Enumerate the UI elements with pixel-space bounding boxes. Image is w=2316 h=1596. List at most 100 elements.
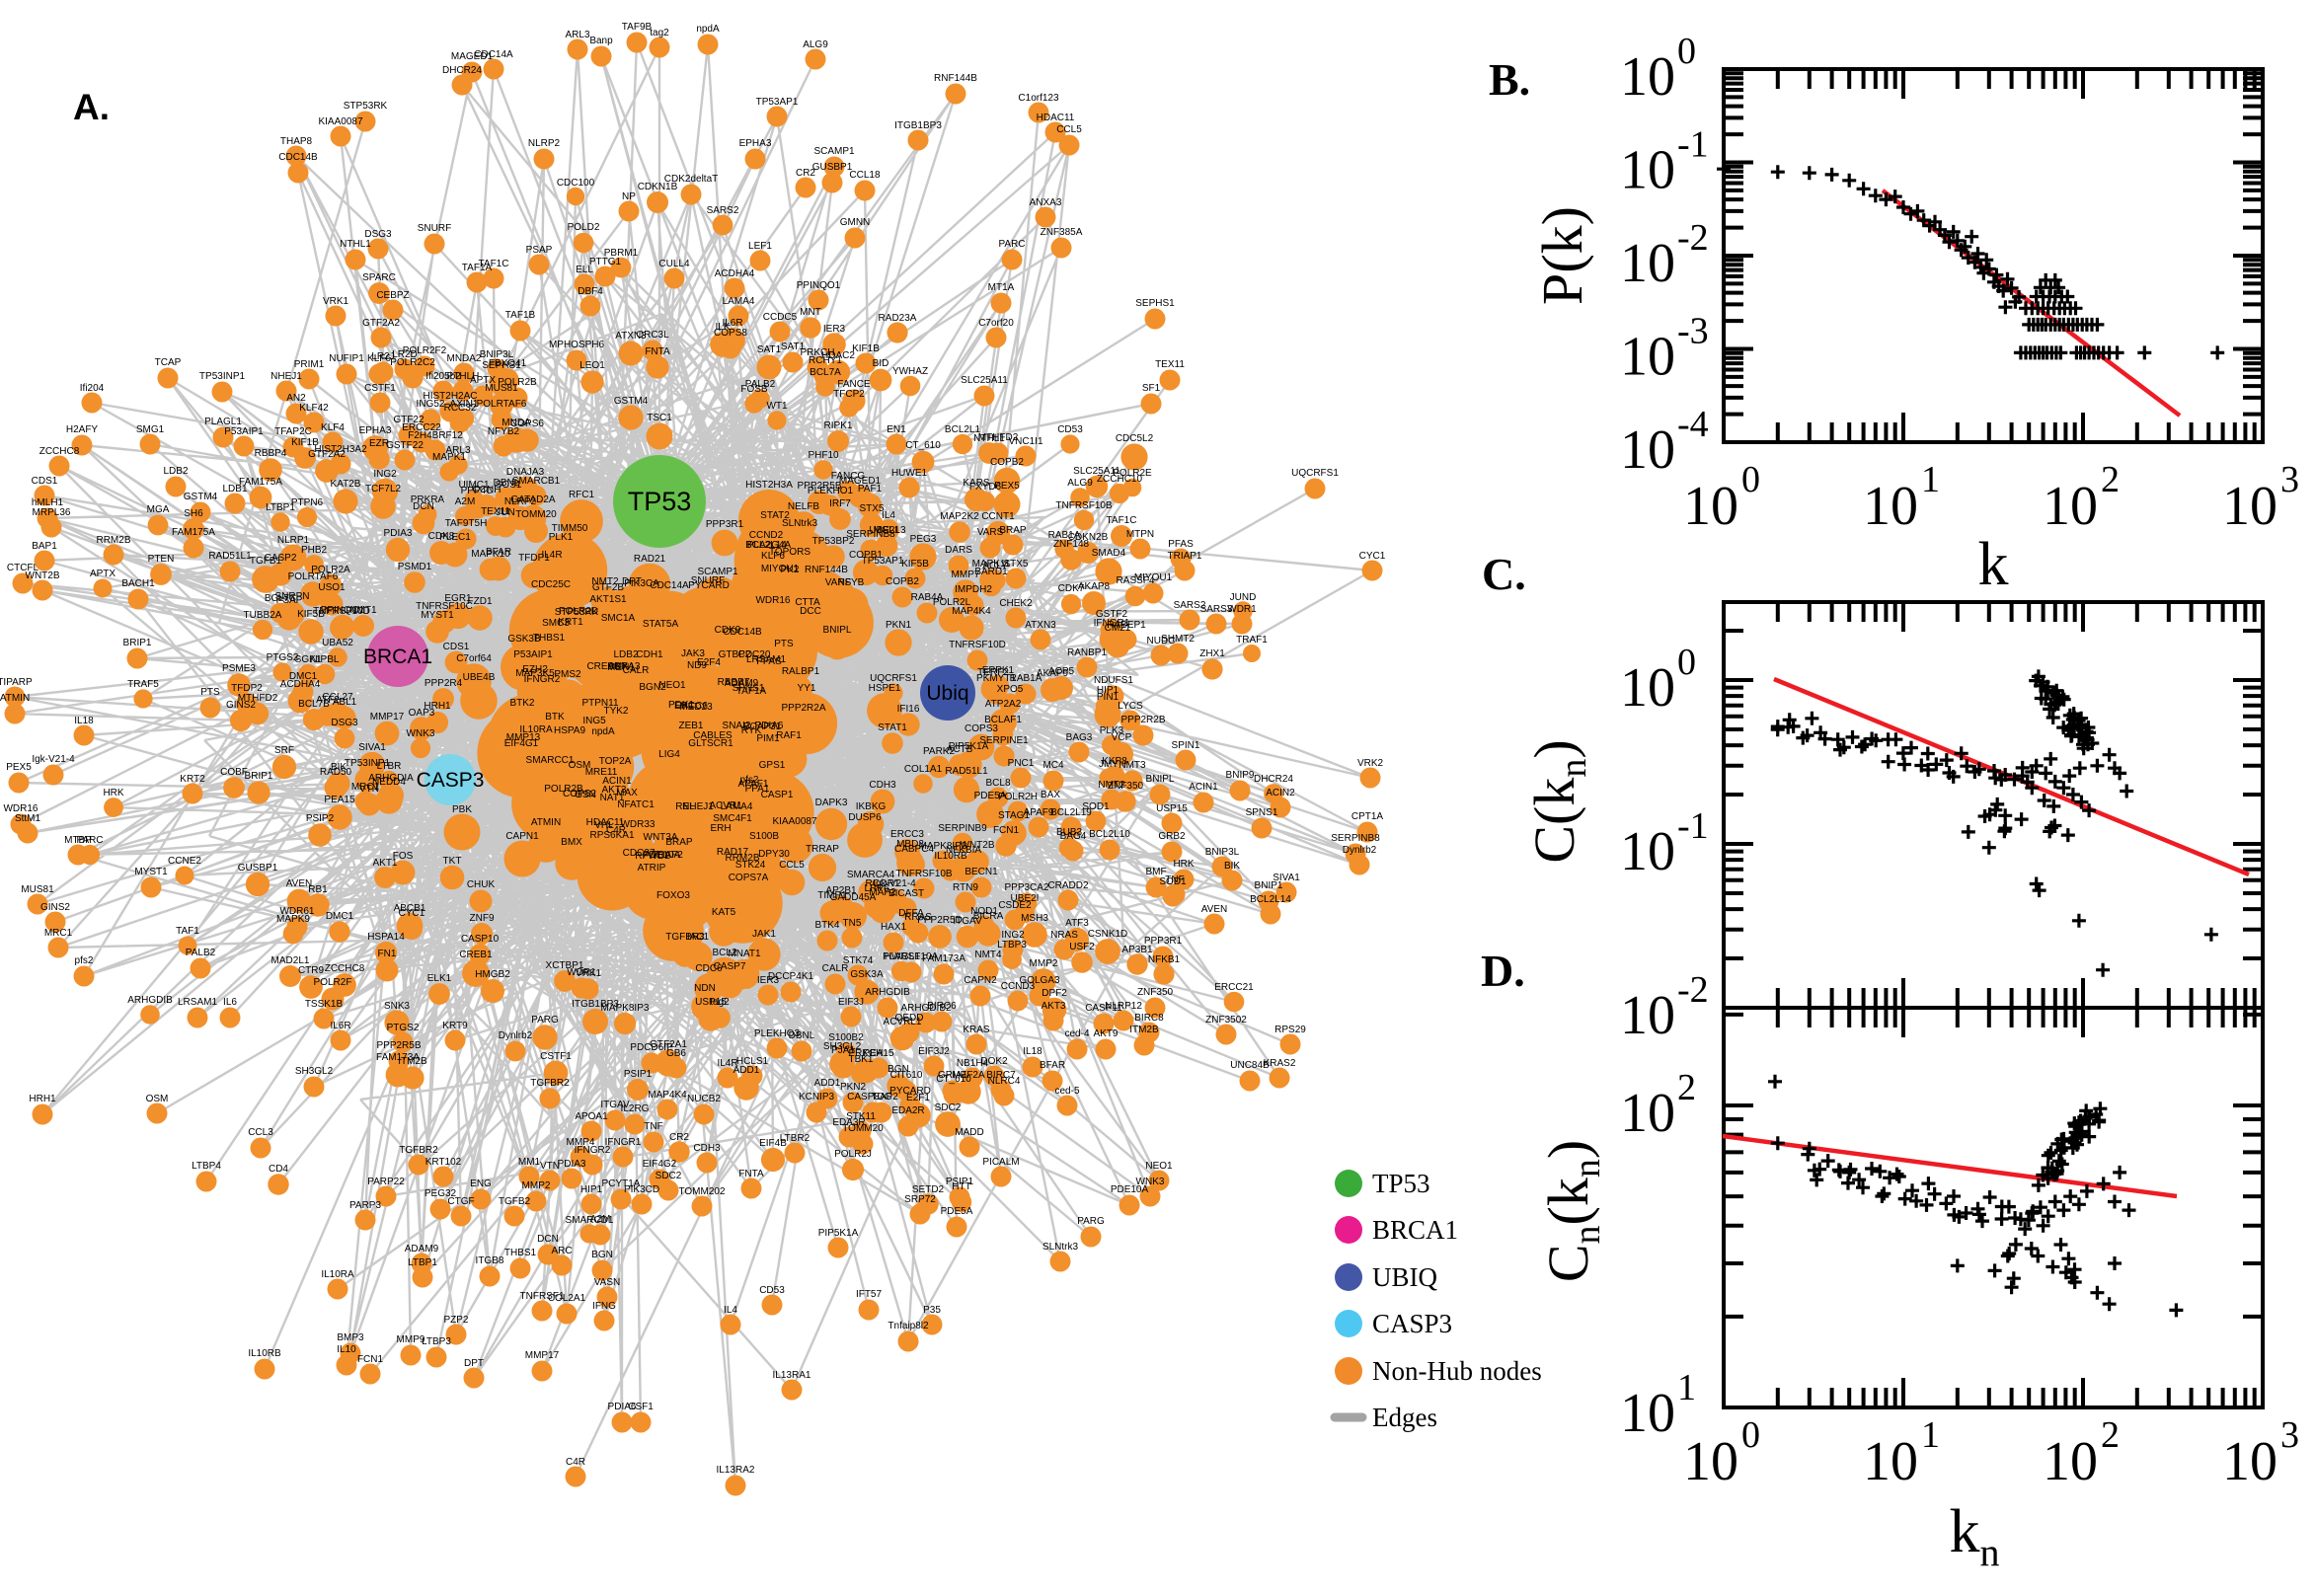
svg-text:HSPA9: HSPA9: [554, 725, 585, 736]
svg-text:SOD1: SOD1: [1159, 876, 1187, 887]
svg-text:NP: NP: [622, 191, 636, 202]
svg-text:ITGAV: ITGAV: [953, 916, 982, 927]
svg-text:GPS1: GPS1: [759, 760, 786, 771]
svg-text:VCP: VCP: [1112, 732, 1132, 743]
svg-text:EGR1: EGR1: [444, 593, 472, 604]
svg-text:AVEN: AVEN: [1201, 904, 1228, 915]
svg-text:WDR16: WDR16: [755, 595, 790, 606]
svg-text:NFKB1: NFKB1: [1148, 954, 1181, 965]
svg-text:CASP1: CASP1: [761, 790, 794, 800]
svg-text:ATF2: ATF2: [316, 695, 340, 706]
svg-text:HMGB2: HMGB2: [475, 969, 510, 980]
svg-text:NHEJ1: NHEJ1: [270, 371, 302, 382]
svg-text:-3: -3: [1677, 311, 1709, 352]
svg-text:BMX: BMX: [561, 837, 582, 848]
svg-text:ADAM9: ADAM9: [405, 1244, 439, 1254]
svg-text:KRT9: KRT9: [442, 1021, 468, 1031]
svg-text:VASN: VASN: [594, 1277, 621, 1288]
svg-text:BAG4: BAG4: [1060, 831, 1087, 842]
svg-text:KRT2: KRT2: [180, 774, 205, 785]
svg-text:CR2: CR2: [669, 1132, 689, 1143]
svg-text:PIM1: PIM1: [756, 733, 780, 744]
svg-text:TGFB1: TGFB1: [250, 556, 282, 567]
svg-text:COPB2: COPB2: [886, 576, 919, 587]
svg-text:OAP3: OAP3: [409, 708, 435, 719]
svg-text:PSAP: PSAP: [276, 595, 303, 606]
svg-text:DPT: DPT: [464, 1358, 484, 1369]
svg-text:NFYB: NFYB: [838, 577, 865, 588]
svg-text:BRIP1: BRIP1: [245, 771, 273, 782]
svg-text:MAPK10: MAPK10: [471, 549, 510, 560]
svg-text:BFAR: BFAR: [1040, 1060, 1065, 1071]
svg-text:BGN2: BGN2: [639, 682, 666, 693]
svg-text:IFNGR2: IFNGR2: [524, 674, 561, 685]
svg-text:EIF4B: EIF4B: [759, 1138, 787, 1149]
svg-text:GTF2A2: GTF2A2: [362, 318, 400, 329]
svg-text:S100B: S100B: [749, 831, 779, 842]
svg-text:CDH1: CDH1: [636, 649, 663, 660]
svg-text:GSN: GSN: [575, 790, 596, 800]
svg-text:NFKBIA: NFKBIA: [946, 845, 981, 856]
svg-text:PARP3: PARP3: [349, 1200, 381, 1211]
svg-text:DHCR24: DHCR24: [1254, 774, 1293, 785]
svg-text:CR2: CR2: [796, 168, 815, 179]
svg-text:IL10RA: IL10RA: [519, 724, 553, 735]
svg-text:TNFRSF10C: TNFRSF10C: [416, 601, 473, 612]
svg-text:APOA1: APOA1: [575, 1111, 608, 1122]
svg-text:SLNtrk3: SLNtrk3: [782, 518, 818, 529]
svg-text:TRAF2: TRAF2: [652, 850, 683, 861]
svg-text:C7orf64: C7orf64: [456, 653, 492, 664]
svg-text:SCAMP1: SCAMP1: [697, 567, 738, 577]
svg-text:KAT2B: KAT2B: [331, 479, 361, 490]
svg-text:IL6R: IL6R: [722, 318, 742, 329]
svg-text:NLRP12: NLRP12: [1105, 1001, 1142, 1012]
svg-text:BNIP3L: BNIP3L: [1205, 847, 1240, 858]
svg-text:3: 3: [2280, 1414, 2299, 1456]
svg-text:TCAP: TCAP: [155, 357, 182, 368]
svg-text:ced-5: ced-5: [1054, 1086, 1079, 1097]
svg-text:POLR2F: POLR2F: [314, 977, 352, 988]
svg-text:KKP8: KKP8: [1102, 756, 1127, 767]
svg-text:CASP7: CASP7: [714, 961, 746, 972]
svg-text:ACDHA4: ACDHA4: [280, 679, 321, 690]
svg-text:PPP2R5B: PPP2R5B: [797, 481, 841, 492]
svg-text:WDR1: WDR1: [1227, 604, 1257, 615]
svg-text:AKT3: AKT3: [1041, 1001, 1065, 1012]
svg-text:SOS1: SOS1: [496, 480, 522, 491]
svg-text:PTTG1: PTTG1: [589, 257, 622, 267]
svg-text:CCL18: CCL18: [849, 170, 881, 181]
svg-text:POLR2H: POLR2H: [998, 792, 1038, 802]
svg-text:OSM: OSM: [146, 1094, 169, 1104]
svg-text:TFDP2: TFDP2: [231, 683, 263, 694]
svg-text:GSTM4: GSTM4: [184, 492, 218, 502]
svg-text:ARC: ARC: [551, 1246, 572, 1256]
svg-text:MAPK8IP3: MAPK8IP3: [919, 841, 967, 852]
svg-text:CAPN2: CAPN2: [964, 975, 997, 986]
svg-text:GSTF2: GSTF2: [1096, 609, 1128, 620]
svg-text:ELL: ELL: [576, 265, 593, 275]
svg-text:BTK2: BTK2: [509, 698, 534, 709]
svg-text:RASSF4: RASSF4: [1117, 575, 1155, 586]
svg-text:CD53: CD53: [759, 1285, 785, 1296]
svg-text:USO1: USO1: [318, 582, 346, 593]
svg-text:LEO1: LEO1: [579, 360, 605, 371]
svg-text:FANCG: FANCG: [831, 471, 866, 482]
svg-text:RAD50: RAD50: [320, 767, 352, 778]
svg-text:BICRA: BICRA: [973, 911, 1004, 922]
svg-text:PARC: PARC: [998, 239, 1025, 250]
svg-text:TRAF5: TRAF5: [127, 679, 159, 690]
svg-text:PDE10A: PDE10A: [1111, 1184, 1149, 1195]
svg-text:ITM2B: ITM2B: [1129, 1025, 1159, 1035]
svg-text:MTPN: MTPN: [1126, 529, 1154, 540]
svg-text:LTBR2: LTBR2: [780, 1133, 811, 1144]
svg-text:PPA1: PPA1: [745, 784, 770, 795]
svg-text:SERPINB8: SERPINB8: [1331, 833, 1380, 844]
svg-text:CDC14A: CDC14A: [650, 580, 689, 591]
svg-text:IL18: IL18: [74, 716, 94, 726]
svg-text:MAGED1: MAGED1: [451, 51, 494, 62]
svg-text:MBD3: MBD3: [896, 839, 924, 850]
svg-text:VTN: VTN: [359, 784, 379, 795]
svg-text:CASP10: CASP10: [461, 934, 500, 945]
svg-text:ERCC22: ERCC22: [402, 422, 441, 433]
svg-text:RIPK1: RIPK1: [824, 420, 853, 431]
